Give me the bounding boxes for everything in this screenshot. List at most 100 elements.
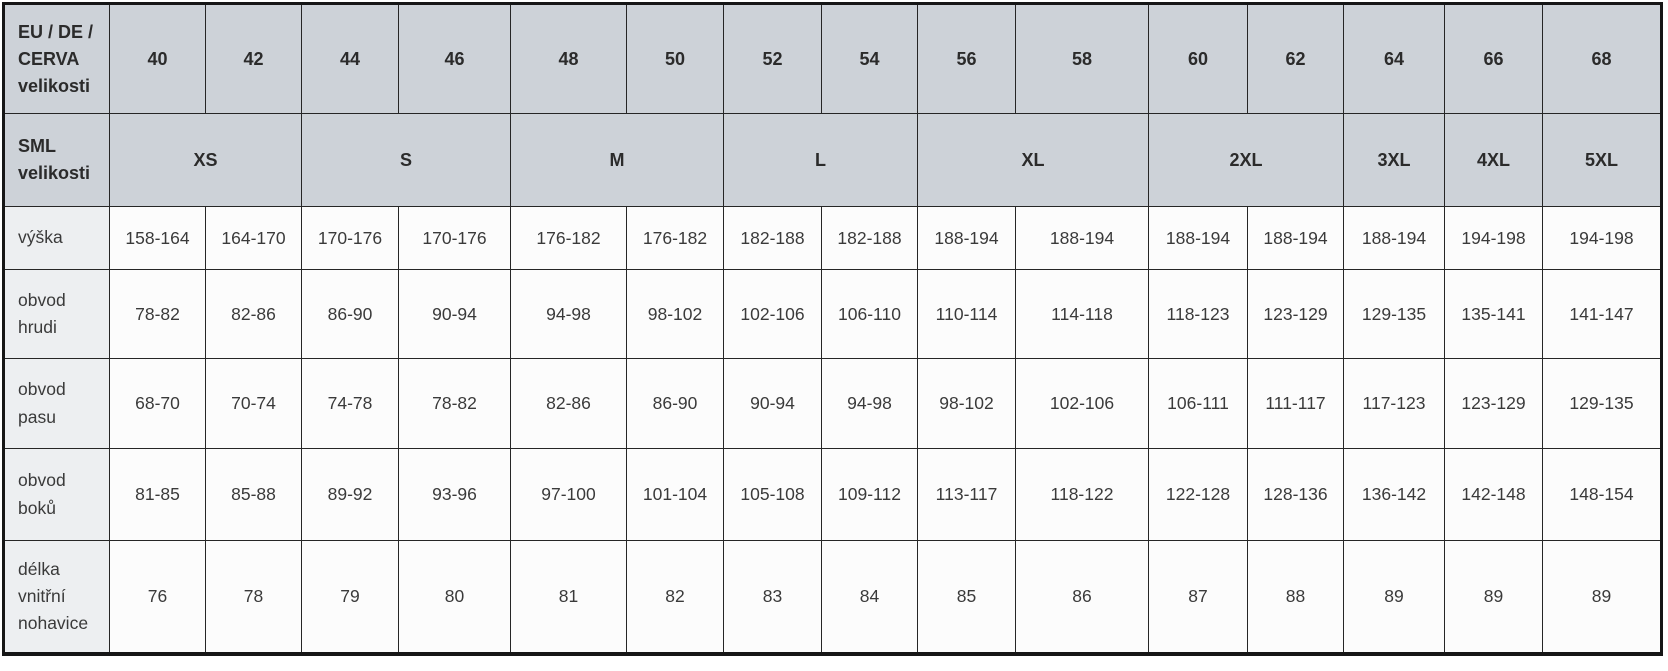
measurement-value-cell: 110-114 — [917, 269, 1016, 359]
measurement-value-cell: 84 — [821, 540, 918, 654]
measurement-value-cell: 94-98 — [821, 358, 918, 449]
measurement-value-cell: 106-110 — [821, 269, 918, 359]
measurement-value-cell: 182-188 — [723, 206, 822, 270]
measurement-value-cell: 176-182 — [626, 206, 724, 270]
measurement-value-cell: 86-90 — [301, 269, 399, 359]
measurement-value-cell: 118-123 — [1148, 269, 1248, 359]
eu-size-cell: 52 — [723, 3, 822, 114]
measurement-value-cell: 98-102 — [917, 358, 1016, 449]
eu-size-cell: 50 — [626, 3, 724, 114]
measurement-value-cell: 129-135 — [1542, 358, 1662, 449]
eu-header-label: EU / DE / CERVA velikosti — [3, 3, 110, 114]
measurement-value-cell: 113-117 — [917, 448, 1016, 541]
eu-size-cell: 64 — [1343, 3, 1445, 114]
measurement-value-cell: 81-85 — [109, 448, 206, 541]
sml-size-cell: L — [723, 113, 918, 207]
eu-size-cell: 48 — [510, 3, 627, 114]
measurement-value-cell: 101-104 — [626, 448, 724, 541]
measurement-value-cell: 78-82 — [398, 358, 511, 449]
measurement-value-cell: 123-129 — [1444, 358, 1543, 449]
eu-size-cell: 46 — [398, 3, 511, 114]
measurement-value-cell: 81 — [510, 540, 627, 654]
measurement-row: délka vnitřní nohavice 76 78 79 80 81 82 83 84 85… — [3, 540, 1662, 654]
measurement-value-cell: 194-198 — [1444, 206, 1543, 270]
sml-sizes-header-row: SML velikosti XS S M L XL 2XL 3XL 4XL 5XL — [3, 113, 1662, 207]
measurement-value-cell: 114-118 — [1015, 269, 1149, 359]
measurement-value-cell: 109-112 — [821, 448, 918, 541]
measurement-value-cell: 106-111 — [1148, 358, 1248, 449]
measurement-label: výška — [3, 206, 110, 270]
measurement-value-cell: 141-147 — [1542, 269, 1662, 359]
measurement-value-cell: 188-194 — [1015, 206, 1149, 270]
measurement-value-cell: 188-194 — [1343, 206, 1445, 270]
eu-size-cell: 54 — [821, 3, 918, 114]
measurement-value-cell: 89-92 — [301, 448, 399, 541]
measurement-value-cell: 79 — [301, 540, 399, 654]
measurement-value-cell: 148-154 — [1542, 448, 1662, 541]
measurement-label: obvod boků — [3, 448, 110, 541]
eu-size-cell: 60 — [1148, 3, 1248, 114]
measurement-value-cell: 85-88 — [205, 448, 302, 541]
measurement-value-cell: 82 — [626, 540, 724, 654]
measurement-value-cell: 170-176 — [398, 206, 511, 270]
measurement-value-cell: 89 — [1343, 540, 1445, 654]
measurement-value-cell: 90-94 — [398, 269, 511, 359]
measurement-value-cell: 82-86 — [205, 269, 302, 359]
measurement-value-cell: 118-122 — [1015, 448, 1149, 541]
sml-size-cell: S — [301, 113, 511, 207]
measurement-label: délka vnitřní nohavice — [3, 540, 110, 654]
measurement-value-cell: 78-82 — [109, 269, 206, 359]
eu-size-cell: 58 — [1015, 3, 1149, 114]
eu-sizes-header-row: EU / DE / CERVA velikosti 40 42 44 46 48 50 52 5… — [3, 3, 1662, 114]
sml-size-cell: 3XL — [1343, 113, 1445, 207]
measurement-value-cell: 182-188 — [821, 206, 918, 270]
measurement-value-cell: 74-78 — [301, 358, 399, 449]
sml-size-cell: XS — [109, 113, 302, 207]
measurement-value-cell: 94-98 — [510, 269, 627, 359]
measurement-value-cell: 97-100 — [510, 448, 627, 541]
eu-size-cell: 44 — [301, 3, 399, 114]
measurement-value-cell: 98-102 — [626, 269, 724, 359]
measurement-value-cell: 122-128 — [1148, 448, 1248, 541]
measurement-value-cell: 136-142 — [1343, 448, 1445, 541]
measurement-value-cell: 87 — [1148, 540, 1248, 654]
sml-header-label: SML velikosti — [3, 113, 110, 207]
measurement-value-cell: 188-194 — [1148, 206, 1248, 270]
measurement-value-cell: 135-141 — [1444, 269, 1543, 359]
measurement-value-cell: 164-170 — [205, 206, 302, 270]
measurement-value-cell: 105-108 — [723, 448, 822, 541]
measurement-value-cell: 188-194 — [1247, 206, 1344, 270]
measurement-value-cell: 78 — [205, 540, 302, 654]
sml-size-cell: M — [510, 113, 724, 207]
eu-size-cell: 42 — [205, 3, 302, 114]
measurement-value-cell: 170-176 — [301, 206, 399, 270]
size-chart-table: EU / DE / CERVA velikosti 40 42 44 46 48 50 52 5… — [2, 2, 1663, 656]
measurement-label: obvod hrudi — [3, 269, 110, 359]
measurement-value-cell: 158-164 — [109, 206, 206, 270]
measurement-value-cell: 68-70 — [109, 358, 206, 449]
eu-size-cell: 68 — [1542, 3, 1662, 114]
measurement-value-cell: 142-148 — [1444, 448, 1543, 541]
sml-size-cell: 4XL — [1444, 113, 1543, 207]
measurement-value-cell: 123-129 — [1247, 269, 1344, 359]
sml-size-cell: 2XL — [1148, 113, 1344, 207]
measurement-value-cell: 129-135 — [1343, 269, 1445, 359]
measurement-label: obvod pasu — [3, 358, 110, 449]
measurement-value-cell: 85 — [917, 540, 1016, 654]
measurement-value-cell: 76 — [109, 540, 206, 654]
measurement-row: obvod pasu 68-70 70-74 74-78 78-82 82-86 86-90… — [3, 358, 1662, 449]
measurement-value-cell: 89 — [1444, 540, 1543, 654]
sml-size-cell: XL — [917, 113, 1149, 207]
eu-size-cell: 66 — [1444, 3, 1543, 114]
measurement-value-cell: 80 — [398, 540, 511, 654]
eu-size-cell: 62 — [1247, 3, 1344, 114]
measurement-value-cell: 128-136 — [1247, 448, 1344, 541]
measurement-value-cell: 82-86 — [510, 358, 627, 449]
measurement-value-cell: 188-194 — [917, 206, 1016, 270]
eu-size-cell: 40 — [109, 3, 206, 114]
measurement-value-cell: 176-182 — [510, 206, 627, 270]
measurement-value-cell: 90-94 — [723, 358, 822, 449]
measurement-value-cell: 88 — [1247, 540, 1344, 654]
measurement-value-cell: 93-96 — [398, 448, 511, 541]
measurement-value-cell: 194-198 — [1542, 206, 1662, 270]
